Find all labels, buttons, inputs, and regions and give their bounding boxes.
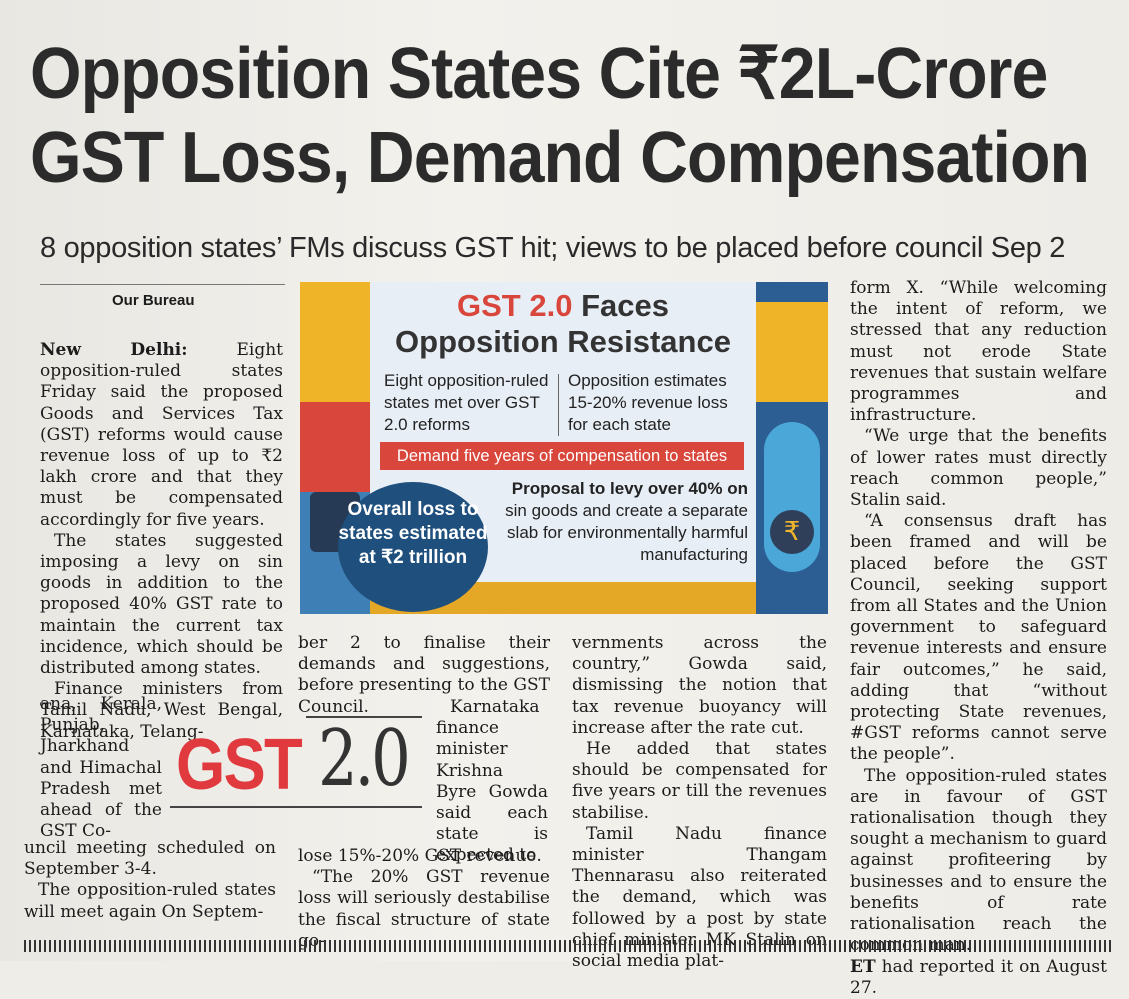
paragraph: lose 15%-20% GST revenue. [298,846,542,866]
article-column-4: form X. “While welcoming the intent of r… [850,278,1107,999]
paragraph: Finance ministers from Tamil Nadu, West … [40,679,283,742]
article-column-2-wrap: Karnataka finance minister Krishna Byre … [436,697,548,867]
infographic-point-2: Opposition estimates 15-20% revenue loss… [568,371,728,434]
byline-rule [40,284,285,285]
paragraph: form X. “While welcoming the intent of r… [850,278,1107,426]
paragraph: The opposition-ruled states are in favou… [850,765,1107,956]
article-column-3: vernments across the country,” Gowda sai… [572,633,827,972]
page-edge-rule [24,940,1114,952]
proposal-bold: Proposal to levy over 40% on [511,479,748,498]
paragraph: ET had reported it on August 27. [850,957,1107,999]
paragraph: “A consensus draft has been framed and w… [850,511,1107,765]
logo-gst: GST [176,725,303,805]
divider [558,374,559,436]
paragraph: Karnataka finance minister Krishna Byre … [436,697,548,866]
paragraph: The opposition-ruled states will meet ag… [24,880,276,922]
infographic: ₹ GST 2.0 Faces Opposition Resistance Ei… [300,282,828,614]
paragraph: uncil meeting scheduled on September 3-4… [24,838,276,880]
illustration-left [300,282,370,614]
infographic-title: GST 2.0 Faces Opposition Resistance [370,288,756,360]
article-column-2: ber 2 to finalise their demands and sugg… [298,633,550,718]
byline: Our Bureau [112,292,195,309]
article-column-2-bottom: lose 15%-20% GST revenue. “The 20% GST r… [298,846,550,952]
loss-circle: Overall loss to states estimated at ₹2 t… [338,482,488,612]
infographic-point-1: Eight opposition-ruled states met over G… [384,371,549,434]
logo-rule [306,716,422,718]
illustration-right: ₹ [756,282,828,614]
publication-name: ET [850,956,876,977]
title-text: Opposition Resistance [395,324,731,359]
logo-version: 2.0 [318,714,411,804]
paragraph: ber 2 to finalise their demands and sugg… [298,633,550,717]
paragraph: The states suggested imposing a levy on … [40,530,283,679]
article-column-1: New Delhi: Eight opposition-ruled states… [40,340,283,743]
logo-rule [170,806,422,808]
paragraph: ana, Kerala, Punjab, Jharkhand and Himac… [40,694,162,842]
proposal-text: sin goods and create a separate slab for… [505,501,748,564]
illustration-block [300,402,370,492]
title-highlight: GST 2.0 [457,288,573,323]
infographic-proposal: Proposal to levy over 40% on sin goods a… [486,478,748,566]
paragraph: New Delhi: Eight opposition-ruled states… [40,340,283,531]
illustration-block [300,282,370,402]
dateline: New Delhi: [40,340,188,360]
paragraph: vernments across the country,” Gowda sai… [572,633,827,738]
paragraph: “The 20% GST revenue loss will seriously… [298,867,550,951]
title-text: Faces [572,288,669,323]
demand-banner: Demand five years of compensation to sta… [380,442,744,470]
gst-2-logo: GST 2.0 [170,714,422,810]
subheadline: 8 opposition states’ FMs discuss GST hit… [40,232,1066,264]
rupee-coin-icon: ₹ [770,510,814,554]
illustration-block [756,302,828,402]
headline-line-2: GST Loss, Demand Compensation [30,118,1090,198]
paragraph-text: had reported it on August 27. [850,956,1107,998]
headline: Opposition States Cite ₹2L-Crore GST Los… [30,32,1090,200]
paragraph-text: Eight opposition-ruled states Friday sai… [40,340,283,530]
paragraph: “We urge that the benefits of lower rate… [850,426,1107,511]
article-column-1-bottom: uncil meeting scheduled on September 3-4… [24,838,276,923]
headline-line-1: Opposition States Cite ₹2L-Crore [30,34,1048,114]
article-column-1-wrap: ana, Kerala, Punjab, Jharkhand and Himac… [40,694,162,842]
paragraph: He added that states should be compensat… [572,739,827,823]
